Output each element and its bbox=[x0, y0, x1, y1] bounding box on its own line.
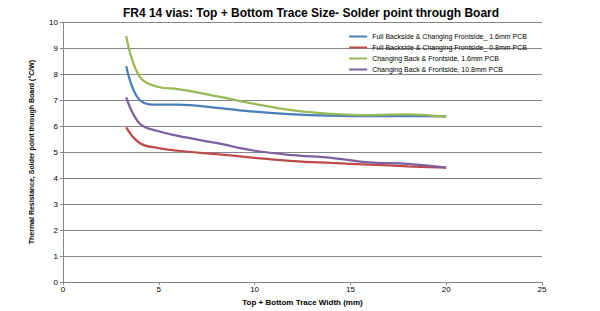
svg-text:7: 7 bbox=[54, 96, 59, 105]
svg-text:8: 8 bbox=[54, 70, 59, 79]
svg-text:20: 20 bbox=[442, 285, 451, 294]
svg-text:Top + Bottom Trace Width (mm): Top + Bottom Trace Width (mm) bbox=[242, 298, 363, 307]
svg-text:Changing Back & Frontside, 1.6: Changing Back & Frontside, 1.6mm PCB bbox=[372, 55, 499, 63]
svg-text:5: 5 bbox=[157, 285, 162, 294]
svg-text:Full Backside & Changing Front: Full Backside & Changing Frontside_ 1.6m… bbox=[372, 33, 527, 41]
svg-text:Changing Back & Frontside, 10.: Changing Back & Frontside, 10.8mm PCB bbox=[372, 66, 503, 74]
svg-text:1: 1 bbox=[54, 252, 59, 261]
svg-text:6: 6 bbox=[54, 122, 59, 131]
svg-text:3: 3 bbox=[54, 200, 59, 209]
svg-text:Full Backside & Changing Front: Full Backside & Changing Frontside_ 0.8m… bbox=[372, 44, 527, 52]
svg-text:9: 9 bbox=[54, 44, 59, 53]
svg-text:15: 15 bbox=[346, 285, 355, 294]
svg-text:10: 10 bbox=[250, 285, 259, 294]
svg-text:25: 25 bbox=[538, 285, 547, 294]
svg-text:0: 0 bbox=[54, 278, 59, 287]
svg-text:4: 4 bbox=[54, 174, 59, 183]
svg-text:FR4 14 vias: Top + Bottom Trac: FR4 14 vias: Top + Bottom Trace Size- So… bbox=[123, 6, 499, 20]
svg-text:0: 0 bbox=[61, 285, 66, 294]
svg-text:Thermal Resistance, Solder poi: Thermal Resistance, Solder point through… bbox=[28, 60, 36, 244]
svg-text:2: 2 bbox=[54, 226, 59, 235]
svg-text:10: 10 bbox=[49, 18, 58, 27]
svg-text:5: 5 bbox=[54, 148, 59, 157]
